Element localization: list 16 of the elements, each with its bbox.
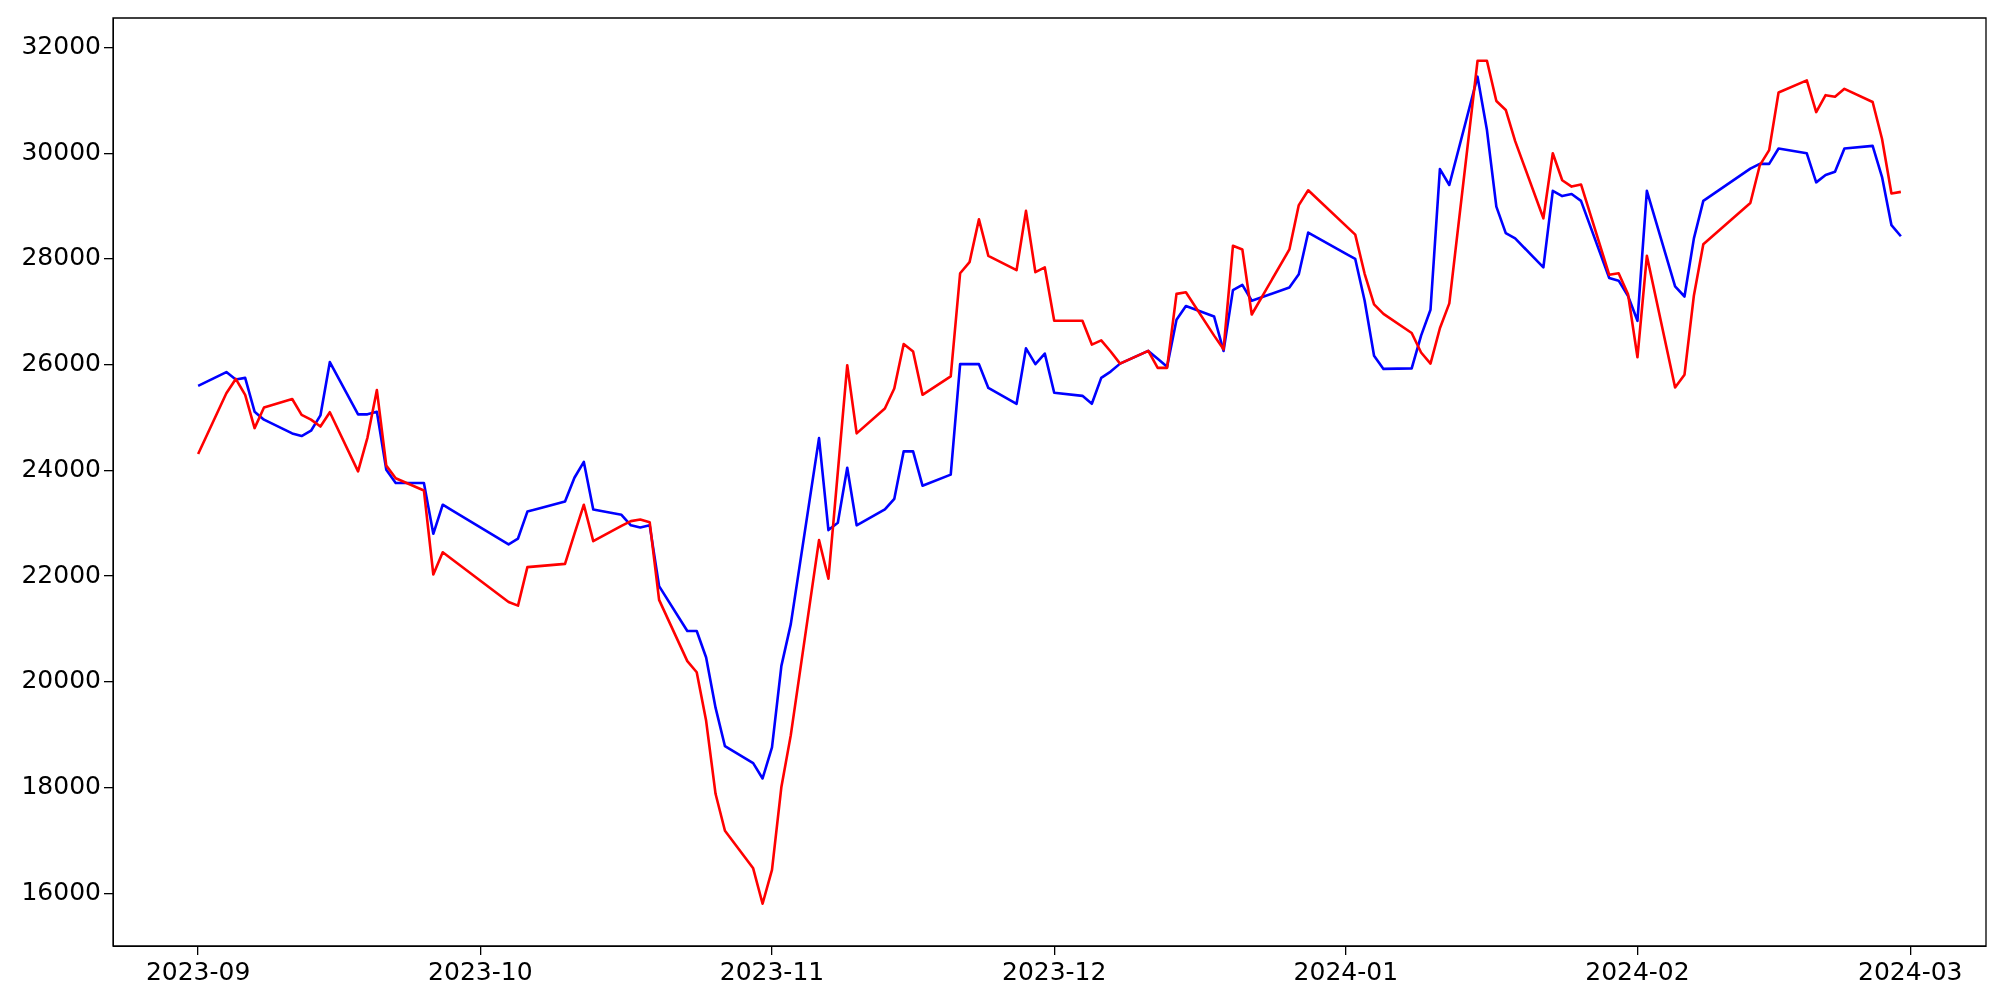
y-tick-label: 22000 xyxy=(21,559,101,589)
y-tick-label: 24000 xyxy=(21,453,101,483)
x-tick-label: 2023-10 xyxy=(428,956,533,986)
y-tick-label: 16000 xyxy=(21,876,101,906)
x-tick-label: 2024-01 xyxy=(1293,956,1399,986)
y-tick-label: 26000 xyxy=(21,348,101,378)
x-tick-label: 2024-02 xyxy=(1585,956,1690,986)
y-tick-label: 32000 xyxy=(21,31,101,61)
x-tick-label: 2023-11 xyxy=(719,956,825,986)
x-tick-label: 2023-09 xyxy=(145,956,251,986)
y-tick-label: 18000 xyxy=(21,770,101,800)
x-tick-label: 2024-03 xyxy=(1858,956,1963,986)
x-tick-label: 2023-12 xyxy=(1001,956,1107,986)
y-tick-label: 28000 xyxy=(21,242,101,272)
y-tick-label: 30000 xyxy=(21,136,101,166)
y-tick-label: 20000 xyxy=(21,665,101,695)
